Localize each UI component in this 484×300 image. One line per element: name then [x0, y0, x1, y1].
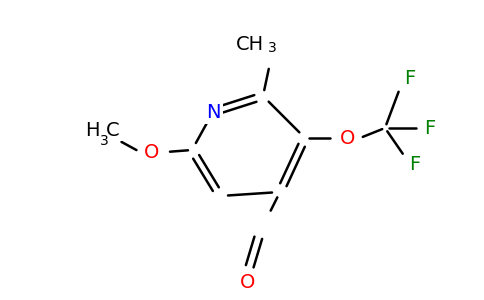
Text: 3: 3: [268, 41, 277, 55]
Text: O: O: [144, 142, 160, 161]
Text: CH: CH: [236, 35, 264, 55]
Text: C: C: [106, 121, 120, 140]
Text: 3: 3: [100, 134, 109, 148]
Text: H: H: [86, 121, 100, 140]
Text: F: F: [404, 68, 416, 88]
Text: F: F: [424, 118, 436, 137]
Text: N: N: [206, 103, 220, 122]
Text: F: F: [409, 155, 421, 175]
Text: O: O: [340, 128, 356, 148]
Text: O: O: [241, 272, 256, 292]
